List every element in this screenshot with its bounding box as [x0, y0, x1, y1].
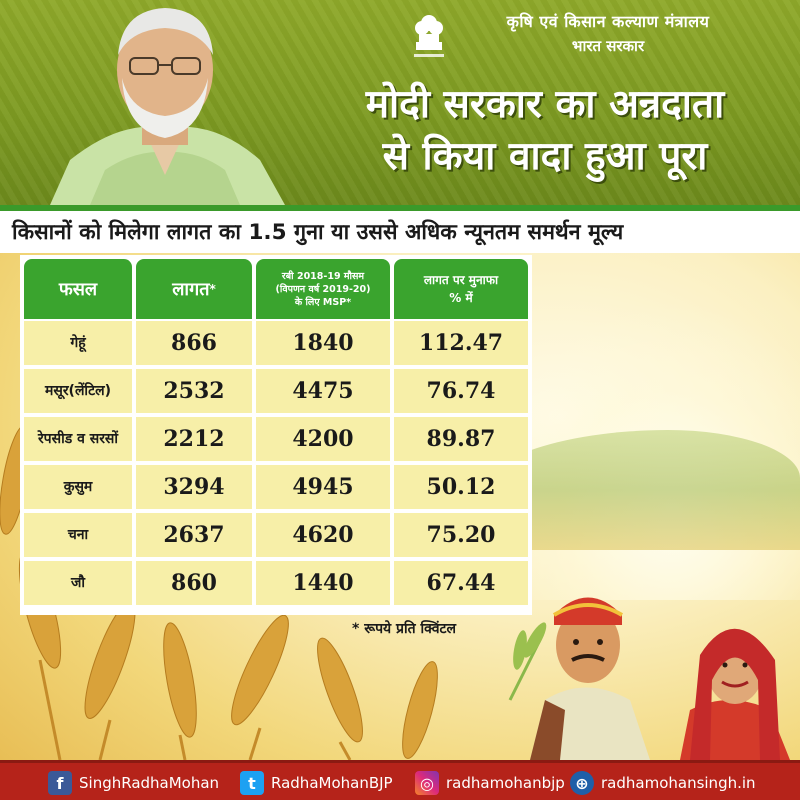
ministry-line-1: कृषि एवं किसान कल्याण मंत्रालय — [506, 12, 710, 31]
table-cell-msp: 4620 — [256, 513, 390, 557]
subtitle-text: किसानों को मिलेगा लागत का 1.5 गुना या उस… — [12, 220, 624, 245]
header-msp: रबी 2018-19 मौसम (विपणन वर्ष 2019-20) के… — [256, 259, 390, 319]
national-emblem-icon — [414, 15, 444, 57]
table-cell-crop: चना — [24, 513, 132, 557]
headline-line-1: मोदी सरकार का अन्नदाता — [365, 81, 725, 127]
instagram-icon: ◎ — [415, 771, 439, 795]
subtitle-bar: किसानों को मिलेगा लागत का 1.5 गुना या उस… — [0, 211, 800, 253]
headline: मोदी सरकार का अन्नदाता से किया वादा हुआ … — [300, 78, 790, 182]
website-url: radhamohansingh.in — [601, 774, 756, 792]
table-cell-crop: मसूर(लेंटिल) — [24, 369, 132, 413]
table-cell-profit: 75.20 — [394, 513, 528, 557]
table-cell-msp: 1440 — [256, 561, 390, 605]
table-cell-crop: कुसुम — [24, 465, 132, 509]
table-cell-msp: 4945 — [256, 465, 390, 509]
ministry-name: कृषि एवं किसान कल्याण मंत्रालय भारत सरका… — [458, 10, 758, 56]
instagram-link[interactable]: ◎ radhamohanbjp — [415, 771, 565, 795]
facebook-link[interactable]: f SinghRadhaMohan — [48, 771, 219, 795]
header-profit-line-1: लागत पर मुनाफा — [423, 273, 499, 287]
twitter-handle: RadhaMohanBJP — [271, 774, 393, 792]
twitter-link[interactable]: t RadhaMohanBJP — [240, 771, 393, 795]
header-crop: फसल — [24, 259, 132, 319]
msp-table: फसल लागत * रबी 2018-19 मौसम (विपणन वर्ष 2… — [20, 255, 532, 615]
header-cost-asterisk: * — [209, 282, 216, 296]
header-banner: कृषि एवं किसान कल्याण मंत्रालय भारत सरका… — [0, 0, 800, 205]
twitter-icon: t — [240, 771, 264, 795]
table-cell-profit: 89.87 — [394, 417, 528, 461]
table-cell-cost: 2212 — [136, 417, 252, 461]
header-msp-line-1: रबी 2018-19 मौसम — [281, 270, 365, 282]
header-crop-label: फसल — [58, 279, 98, 300]
table-cell-msp: 4475 — [256, 369, 390, 413]
table-cell-cost: 866 — [136, 321, 252, 365]
header-profit-line-2: % में — [449, 291, 473, 305]
header-msp-line-3: के लिए MSP* — [294, 296, 352, 308]
instagram-handle: radhamohanbjp — [446, 774, 565, 792]
table-cell-cost: 3294 — [136, 465, 252, 509]
header-divider — [0, 205, 800, 211]
facebook-handle: SinghRadhaMohan — [79, 774, 220, 792]
table-cell-profit: 112.47 — [394, 321, 528, 365]
table-cell-crop: गेहूं — [24, 321, 132, 365]
globe-icon: ⊕ — [570, 771, 594, 795]
header-profit: लागत पर मुनाफा % में — [394, 259, 528, 319]
facebook-icon: f — [48, 771, 72, 795]
table-cell-crop: रेपसीड व सरसों — [24, 417, 132, 461]
header-msp-line-2: (विपणन वर्ष 2019-20) — [275, 283, 371, 295]
table-cell-profit: 76.74 — [394, 369, 528, 413]
header-cost-label: लागत — [172, 279, 210, 300]
table-cell-profit: 50.12 — [394, 465, 528, 509]
table-cell-msp: 4200 — [256, 417, 390, 461]
website-link[interactable]: ⊕ radhamohansingh.in — [570, 771, 756, 795]
unit-footnote: * रूपये प्रति क्विंटल — [352, 621, 457, 637]
table-cell-cost: 860 — [136, 561, 252, 605]
header-cost: लागत * — [136, 259, 252, 319]
farmers-illustration — [508, 597, 790, 760]
table-cell-profit: 67.44 — [394, 561, 528, 605]
table-cell-cost: 2532 — [136, 369, 252, 413]
table-cell-crop: जौ — [24, 561, 132, 605]
leader-portrait — [50, 8, 285, 205]
headline-line-2: से किया वादा हुआ पूरा — [382, 133, 708, 179]
table-cell-cost: 2637 — [136, 513, 252, 557]
ministry-line-2: भारत सरकार — [571, 37, 645, 55]
social-footer: f SinghRadhaMohan t RadhaMohanBJP ◎ radh… — [0, 760, 800, 800]
table-cell-msp: 1840 — [256, 321, 390, 365]
